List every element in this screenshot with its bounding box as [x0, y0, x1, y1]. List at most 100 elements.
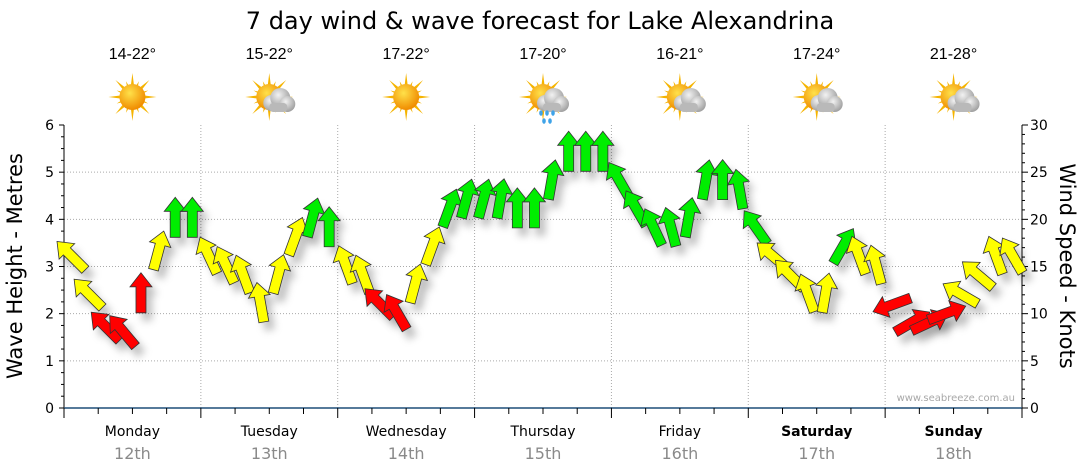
day-label: Sunday [924, 424, 982, 440]
chart-title: 7 day wind & wave forecast for Lake Alex… [246, 7, 834, 35]
wind-arrow [404, 263, 429, 305]
cloud [673, 88, 706, 112]
left-tick-label: 5 [45, 165, 54, 181]
rain-drop [551, 110, 555, 116]
cloud [810, 88, 843, 112]
wind-arrow [591, 130, 615, 172]
day-label: Wednesday [366, 424, 447, 440]
wind-arrow [473, 178, 497, 220]
cloud [947, 88, 980, 112]
wind-arrow [332, 245, 358, 286]
date-label: 18th [935, 444, 972, 463]
wind-arrow [942, 280, 981, 309]
cloud-base [679, 103, 698, 112]
day-temperature-range: 21-28° [930, 46, 977, 63]
wind-arrow [229, 254, 255, 296]
wind-arrow [541, 159, 565, 201]
partly-cloudy-icon [245, 73, 296, 121]
right-tick-label: 25 [1030, 165, 1048, 181]
wind-arrow [961, 261, 997, 292]
left-axis-title: Wave Height - Metres [3, 153, 27, 379]
cloud [263, 88, 296, 112]
left-tick-label: 0 [45, 401, 54, 417]
wind-arrow [489, 178, 514, 220]
date-label: 17th [798, 444, 835, 463]
partly-cloudy-icon [655, 73, 706, 121]
wind-arrow [710, 158, 735, 201]
right-tick-label: 10 [1030, 307, 1048, 323]
left-tick-label: 4 [45, 212, 54, 228]
wind-arrow [863, 244, 887, 286]
sunny-icon [382, 73, 431, 121]
partly-cloudy-icon [929, 73, 980, 121]
wind-arrow [364, 288, 398, 322]
wind-arrow [212, 245, 240, 286]
cloud-base [816, 103, 835, 112]
wind-arrow [195, 236, 223, 277]
cloud-base [269, 103, 288, 112]
date-label: 12th [114, 444, 151, 463]
partly-cloudy-icon [792, 73, 843, 121]
sunny-icon [108, 73, 157, 121]
left-tick-label: 2 [45, 307, 54, 323]
wind-arrow [999, 237, 1028, 276]
wind-arrow [109, 315, 140, 351]
wind-arrows [56, 130, 1028, 351]
wind-arrow [267, 254, 292, 296]
date-label: 16th [661, 444, 698, 463]
daily-forecast-header: 14-22° 15-22° 17-22° 17-20° 16-21° 17-24° 21-2… [108, 46, 980, 124]
rain-drop [548, 118, 552, 124]
day-temperature-range: 15-22° [246, 46, 293, 63]
day-label: Saturday [781, 424, 852, 440]
wind-arrow [872, 292, 913, 318]
wind-arrow [247, 281, 272, 324]
wind-arrow [814, 272, 839, 314]
right-axis-title: Wind Speed - Knots [1055, 163, 1079, 368]
wind-arrow [657, 206, 682, 248]
day-label: Monday [105, 424, 160, 440]
wind-arrow [726, 168, 751, 211]
cloud-base [953, 103, 972, 112]
right-tick-label: 30 [1030, 118, 1048, 134]
wind-arrow [695, 159, 719, 201]
left-tick-label: 3 [45, 260, 54, 276]
day-temperature-range: 17-24° [793, 46, 840, 63]
left-tick-label: 6 [45, 118, 54, 134]
day-label: Friday [659, 424, 701, 440]
date-label: 13th [251, 444, 288, 463]
watermark: www.seabreeze.com.au [897, 393, 1015, 404]
axes: 0 1 2 3 4 5 6 0 5 10 15 20 25 30 Monday 12th Tuesday 13th… [45, 118, 1048, 463]
showers-icon [519, 73, 569, 124]
day-temperature-range: 17-22° [382, 46, 429, 63]
wind-arrow [845, 235, 871, 277]
date-label: 15th [525, 444, 562, 463]
day-label: Tuesday [240, 424, 298, 440]
wind-arrow [794, 273, 820, 314]
sun-disc [119, 84, 146, 110]
rain-drop [545, 110, 549, 116]
sun-disc [393, 84, 420, 110]
day-temperature-range: 16-21° [656, 46, 703, 63]
arrow-shadow [932, 308, 972, 333]
right-tick-label: 20 [1030, 212, 1048, 228]
wind-arrow [90, 311, 124, 345]
wind-arrow [73, 278, 107, 312]
cloud [537, 88, 569, 112]
wind-arrow [129, 272, 153, 314]
wind-arrow [925, 299, 967, 326]
right-tick-label: 5 [1030, 354, 1039, 370]
rain-drop [542, 118, 546, 124]
wind-arrow [180, 196, 205, 238]
grid-lines [64, 125, 1022, 408]
cloud-base [543, 103, 561, 112]
wind-arrow [640, 208, 667, 248]
wind-arrow [420, 226, 446, 267]
right-tick-label: 15 [1030, 260, 1048, 276]
wind-arrow [148, 230, 172, 272]
wind-arrow [522, 187, 547, 229]
wind-arrow [678, 197, 702, 239]
day-temperature-range: 17-20° [519, 46, 566, 63]
wind-arrow [383, 294, 412, 333]
wind-arrow [56, 241, 90, 274]
